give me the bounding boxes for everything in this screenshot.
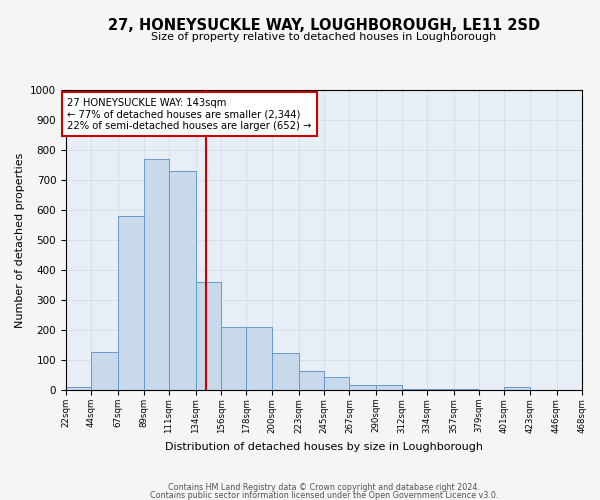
Bar <box>272 354 299 390</box>
Text: 27, HONEYSUCKLE WAY, LOUGHBOROUGH, LE11 2SD: 27, HONEYSUCKLE WAY, LOUGHBOROUGH, LE11 … <box>108 18 540 32</box>
Bar <box>427 388 454 390</box>
Y-axis label: Number of detached properties: Number of detached properties <box>14 152 25 328</box>
Bar <box>505 387 530 390</box>
Bar <box>247 327 272 390</box>
Bar <box>196 282 221 390</box>
Text: Contains public sector information licensed under the Open Government Licence v3: Contains public sector information licen… <box>150 490 498 500</box>
Bar <box>324 378 349 390</box>
Bar <box>118 216 143 390</box>
Bar <box>91 352 118 390</box>
Bar <box>143 159 169 390</box>
Bar <box>169 171 196 390</box>
Bar <box>299 371 324 390</box>
Text: 27 HONEYSUCKLE WAY: 143sqm
← 77% of detached houses are smaller (2,344)
22% of s: 27 HONEYSUCKLE WAY: 143sqm ← 77% of deta… <box>67 98 311 130</box>
Text: Contains HM Land Registry data © Crown copyright and database right 2024.: Contains HM Land Registry data © Crown c… <box>168 483 480 492</box>
Bar <box>401 388 427 390</box>
Bar <box>376 385 401 390</box>
Text: Size of property relative to detached houses in Loughborough: Size of property relative to detached ho… <box>151 32 497 42</box>
Bar <box>454 388 479 390</box>
Text: Distribution of detached houses by size in Loughborough: Distribution of detached houses by size … <box>165 442 483 452</box>
Bar <box>221 327 247 390</box>
Bar <box>66 387 91 390</box>
Bar <box>349 385 376 390</box>
